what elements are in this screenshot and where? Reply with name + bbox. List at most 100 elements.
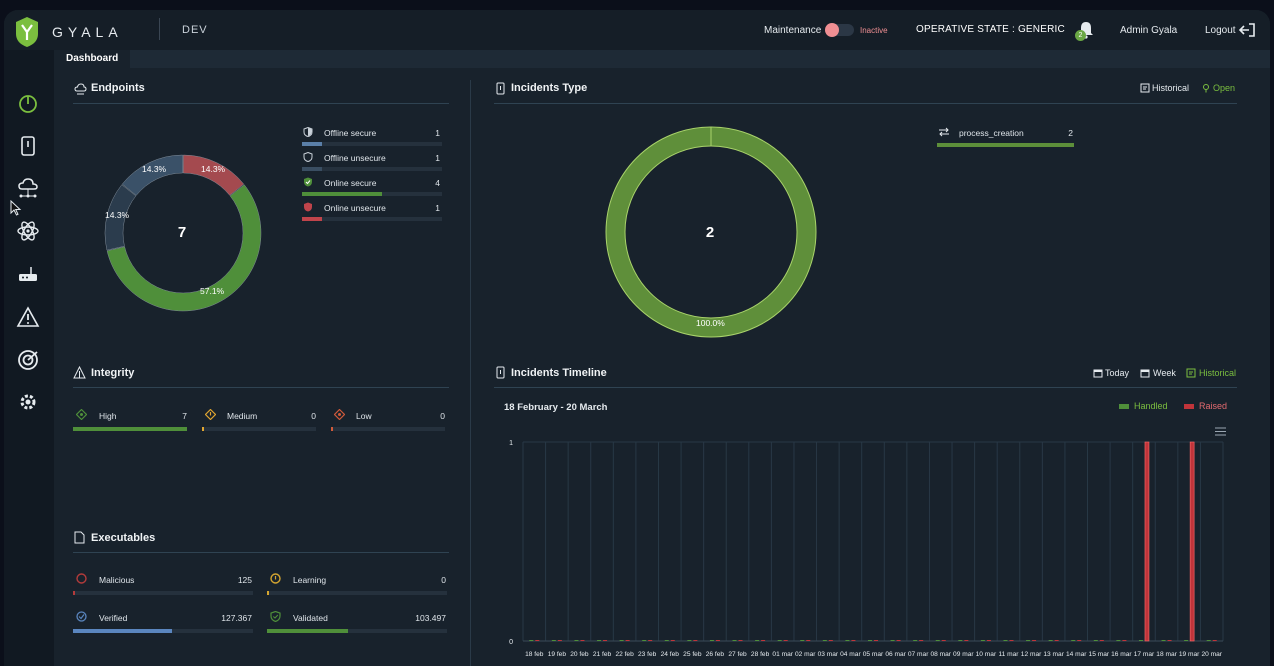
logout-button[interactable]: Logout [1205,25,1236,36]
x-tick-label: 28 feb [751,651,770,658]
bar-raised[interactable] [535,640,540,641]
bar-handled[interactable] [1048,640,1053,641]
bar-raised[interactable] [670,640,675,641]
settings-cog-icon[interactable] [16,390,40,414]
alert-triangle-icon[interactable] [16,305,40,329]
bar-raised[interactable] [693,640,698,641]
bar-handled[interactable] [551,640,556,641]
user-name[interactable]: Admin Gyala [1120,25,1178,36]
calendar-today-icon[interactable] [1093,368,1103,378]
bar-raised[interactable] [964,640,969,641]
bar-handled[interactable] [664,640,669,641]
bar-handled[interactable] [597,640,602,641]
logout-icon[interactable] [1238,22,1256,38]
bar-handled[interactable] [619,640,624,641]
bar-handled[interactable] [913,640,918,641]
maintenance-toggle[interactable] [825,23,854,37]
bar-handled[interactable] [1116,640,1121,641]
bar-handled[interactable] [1026,640,1031,641]
bar-handled[interactable] [755,640,760,641]
bar-raised[interactable] [1032,640,1037,641]
atom-icon[interactable] [16,219,40,243]
device-icon[interactable] [16,134,40,158]
bar-raised[interactable] [1144,441,1150,642]
bar-raised[interactable] [1167,640,1172,641]
historical-icon[interactable] [1140,83,1150,93]
tab-dashboard[interactable]: Dashboard [54,50,131,68]
bar-raised[interactable] [986,640,991,641]
bar-raised[interactable] [1077,640,1082,641]
bar-handled[interactable] [687,640,692,641]
dashboard-icon[interactable] [16,91,40,115]
bar-raised[interactable] [1099,640,1104,641]
bar-handled[interactable] [1161,640,1166,641]
chart-menu-icon[interactable] [1215,427,1226,436]
bar-raised[interactable] [715,640,720,641]
exe-bar [267,629,447,633]
bar-handled[interactable] [642,640,647,641]
historical-icon[interactable] [1186,368,1196,378]
bar-handled[interactable] [890,640,895,641]
bar-handled[interactable] [958,640,963,641]
bar-handled[interactable] [845,640,850,641]
y-tick-label: 0 [509,639,513,646]
bar-handled[interactable] [1071,640,1076,641]
bar-handled[interactable] [1206,640,1211,641]
timeline-historical-button[interactable]: Historical [1199,368,1237,378]
bar-raised[interactable] [828,640,833,641]
calendar-week-icon[interactable] [1140,368,1150,378]
timeline-today-button[interactable]: Today [1105,368,1130,378]
open-pin-icon[interactable] [1201,83,1211,93]
bar-handled[interactable] [732,640,737,641]
router-icon[interactable] [16,262,40,286]
bar-handled[interactable] [1184,640,1189,641]
bar-raised[interactable] [851,640,856,641]
bar-raised[interactable] [1054,640,1059,641]
bar-raised[interactable] [761,640,766,641]
bar-raised[interactable] [874,640,878,641]
bar-handled[interactable] [1003,640,1008,641]
bar-handled[interactable] [868,640,872,641]
timeline-week-button[interactable]: Week [1153,368,1176,378]
bar-raised[interactable] [557,640,562,641]
bar-raised[interactable] [1212,640,1217,641]
donut-slice[interactable] [104,184,137,251]
top-divider [159,18,160,40]
bar-raised[interactable] [738,640,743,641]
legend-raised[interactable]: Raised [1199,401,1228,411]
bar-raised[interactable] [1189,441,1195,642]
bar-handled[interactable] [935,640,940,641]
integrity-divider [73,387,449,388]
bar-raised[interactable] [1009,640,1014,641]
bar-raised[interactable] [806,640,811,641]
cloud-network-icon[interactable] [16,176,40,200]
donut-slice[interactable] [183,154,245,196]
bar-raised[interactable] [625,640,630,641]
bar-raised[interactable] [1122,640,1127,641]
bar-raised[interactable] [919,640,924,641]
bar-handled[interactable] [1138,640,1143,641]
bar-handled[interactable] [1093,640,1098,641]
incidents-open-button[interactable]: Open [1213,83,1236,93]
target-icon[interactable] [16,348,40,372]
x-tick-label: 11 mar [998,651,1019,658]
bar-raised[interactable] [603,640,608,641]
donut-slice[interactable] [121,154,183,196]
incidents-historical-button[interactable]: Historical [1152,83,1190,93]
bar-handled[interactable] [800,640,805,641]
bar-raised[interactable] [783,640,788,641]
bar-raised[interactable] [580,640,585,641]
donut-slice[interactable] [106,184,262,312]
bar-handled[interactable] [980,640,985,641]
gyala-logo-icon[interactable] [14,16,40,48]
bar-handled[interactable] [777,640,782,641]
bar-handled[interactable] [529,640,534,641]
bar-handled[interactable] [709,640,714,641]
legend-handled[interactable]: Handled [1134,401,1168,411]
bar-raised[interactable] [648,640,653,641]
notification-badge: 2 [1075,30,1086,41]
bar-handled[interactable] [822,640,827,641]
bar-raised[interactable] [941,640,946,641]
bar-raised[interactable] [896,640,901,641]
bar-handled[interactable] [574,640,579,641]
